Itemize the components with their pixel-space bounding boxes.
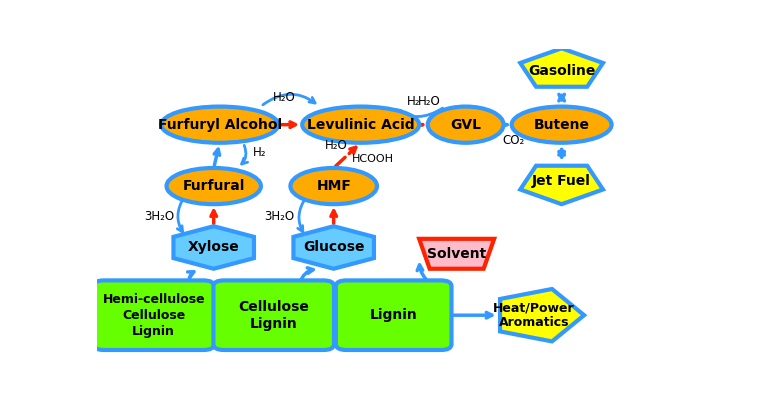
Text: H₂: H₂ bbox=[252, 146, 266, 159]
FancyBboxPatch shape bbox=[336, 281, 451, 350]
Ellipse shape bbox=[290, 168, 377, 204]
FancyBboxPatch shape bbox=[94, 281, 214, 350]
Ellipse shape bbox=[512, 107, 611, 143]
Text: 3H₂O: 3H₂O bbox=[265, 210, 295, 223]
Polygon shape bbox=[500, 289, 584, 342]
Text: H₂: H₂ bbox=[406, 94, 420, 108]
Text: CO₂: CO₂ bbox=[502, 134, 525, 147]
Text: Cellulose
Lignin: Cellulose Lignin bbox=[238, 299, 309, 331]
Polygon shape bbox=[293, 226, 374, 269]
Text: Xylose: Xylose bbox=[188, 240, 240, 254]
Text: Furfuryl Alcohol: Furfuryl Alcohol bbox=[158, 118, 282, 132]
Ellipse shape bbox=[428, 107, 504, 143]
Text: HMF: HMF bbox=[317, 179, 351, 193]
Text: H₂O: H₂O bbox=[325, 139, 348, 153]
Polygon shape bbox=[520, 48, 603, 87]
Polygon shape bbox=[520, 166, 603, 204]
Polygon shape bbox=[173, 226, 254, 269]
Text: Gasoline: Gasoline bbox=[528, 64, 595, 78]
Ellipse shape bbox=[302, 107, 420, 143]
Ellipse shape bbox=[161, 107, 278, 143]
Text: H₂O: H₂O bbox=[418, 94, 441, 108]
Text: Butene: Butene bbox=[533, 118, 590, 132]
Text: Solvent: Solvent bbox=[427, 247, 486, 261]
Text: GVL: GVL bbox=[450, 118, 481, 132]
Text: Jet Fuel: Jet Fuel bbox=[533, 174, 591, 188]
Text: Levulinic Acid: Levulinic Acid bbox=[307, 118, 415, 132]
Text: Furfural: Furfural bbox=[183, 179, 245, 193]
FancyBboxPatch shape bbox=[214, 281, 334, 350]
Text: Heat/Power
Aromatics: Heat/Power Aromatics bbox=[493, 301, 575, 329]
Text: Hemi-cellulose
Cellulose
Lignin: Hemi-cellulose Cellulose Lignin bbox=[102, 293, 205, 338]
Ellipse shape bbox=[166, 168, 261, 204]
Text: H₂O: H₂O bbox=[272, 91, 296, 104]
Polygon shape bbox=[420, 239, 494, 269]
Text: Lignin: Lignin bbox=[370, 308, 417, 322]
Text: 3H₂O: 3H₂O bbox=[145, 210, 175, 223]
Text: HCOOH: HCOOH bbox=[351, 153, 394, 164]
Text: Glucose: Glucose bbox=[303, 240, 365, 254]
